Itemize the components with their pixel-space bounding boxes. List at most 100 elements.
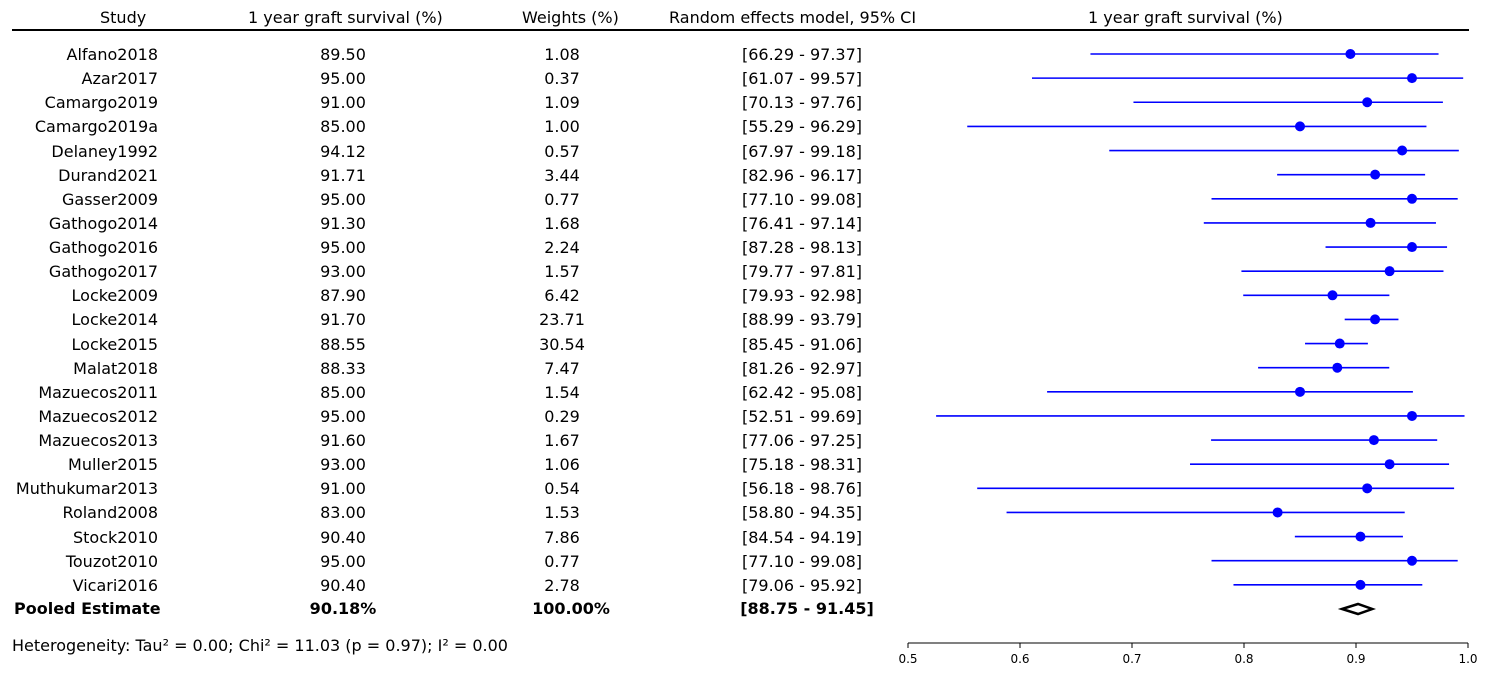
table-row: Gathogo2016 95.00 2.24 [87.28 - 98.13] — [0, 238, 900, 262]
study-survival: 89.50 — [320, 45, 366, 64]
study-ci: [77.10 - 99.08] — [741, 189, 863, 209]
study-ci: [85.45 - 91.06] — [741, 334, 863, 354]
study-ci: [79.77 - 97.81] — [741, 262, 863, 282]
study-weight: 0.37 — [544, 69, 580, 89]
study-survival: 91.30 — [320, 213, 366, 233]
study-name: Locke2014 — [71, 310, 158, 330]
study-name: Azar2017 — [81, 69, 158, 89]
study-weight: 1.53 — [544, 503, 580, 523]
study-weight: 7.47 — [544, 358, 580, 378]
point-estimate — [1407, 73, 1417, 84]
table-row: Locke2015 88.55 30.54 [85.45 - 91.06] — [0, 335, 900, 359]
study-survival: 93.00 — [320, 455, 366, 475]
study-weight: 1.54 — [544, 382, 580, 402]
table-row: Gathogo2014 91.30 1.68 [76.41 - 97.14] — [0, 214, 900, 238]
study-name: Gathogo2016 — [48, 238, 158, 258]
study-ci: [84.54 - 94.19] — [741, 527, 863, 547]
header-survival: 1 year graft survival (%) — [248, 8, 443, 27]
point-estimate — [1355, 531, 1366, 542]
study-name: Durand2021 — [58, 165, 158, 185]
x-tick-label: 0.7 — [1122, 652, 1141, 666]
study-ci: [79.93 - 92.98] — [741, 286, 863, 306]
study-weight: 23.71 — [539, 310, 585, 330]
study-survival: 94.12 — [320, 141, 366, 161]
study-survival: 95.00 — [320, 551, 366, 571]
study-weight: 0.57 — [544, 141, 580, 161]
study-ci: [87.28 - 98.13] — [741, 238, 863, 258]
study-name: Gathogo2014 — [48, 213, 158, 233]
study-weight: 3.44 — [544, 165, 580, 185]
study-ci: [88.99 - 93.79] — [741, 310, 863, 330]
study-ci: [62.42 - 95.08] — [741, 382, 863, 402]
point-estimate — [1407, 410, 1417, 421]
study-weight: 7.86 — [544, 527, 580, 547]
table-row: Locke2014 91.70 23.71 [88.99 - 93.79] — [0, 310, 900, 334]
point-estimate — [1332, 362, 1343, 373]
study-survival: 93.00 — [320, 262, 366, 282]
study-survival: 90.40 — [320, 527, 366, 547]
point-estimate — [1362, 483, 1373, 494]
study-survival: 83.00 — [320, 503, 366, 523]
pooled-label: Pooled Estimate — [14, 599, 161, 618]
study-ci: [56.18 - 98.76] — [741, 479, 863, 499]
study-ci: [66.29 - 97.37] — [741, 45, 863, 64]
table-row: Mazuecos2012 95.00 0.29 [52.51 - 99.69] — [0, 407, 900, 431]
point-estimate — [1407, 555, 1417, 566]
study-name: Muthukumar2013 — [15, 479, 158, 499]
study-name: Stock2010 — [73, 527, 158, 547]
study-name: Roland2008 — [62, 503, 158, 523]
point-estimate — [1327, 290, 1338, 301]
study-survival: 95.00 — [320, 238, 366, 258]
table-row: Touzot2010 95.00 0.77 [77.10 - 99.08] — [0, 552, 900, 576]
study-name: Alfano2018 — [66, 45, 158, 64]
table-row: Mazuecos2011 85.00 1.54 [62.42 - 95.08] — [0, 383, 900, 407]
point-estimate — [1384, 459, 1395, 470]
table-row: Gathogo2017 93.00 1.57 [79.77 - 97.81] — [0, 262, 900, 286]
study-weight: 0.77 — [544, 189, 580, 209]
study-weight: 1.68 — [544, 213, 580, 233]
heterogeneity-text: Heterogeneity: Tau² = 0.00; Chi² = 11.03… — [12, 636, 508, 655]
study-survival: 88.55 — [320, 334, 366, 354]
study-survival: 91.70 — [320, 310, 366, 330]
table-row: Vicari2016 90.40 2.78 [79.06 - 95.92] — [0, 576, 900, 600]
study-survival: 91.00 — [320, 93, 366, 113]
study-name: Malat2018 — [73, 358, 158, 378]
study-name: Mazuecos2013 — [38, 431, 158, 451]
point-estimate — [1362, 97, 1373, 108]
table-row: Roland2008 83.00 1.53 [58.80 - 94.35] — [0, 503, 900, 527]
study-survival: 95.00 — [320, 189, 366, 209]
point-estimate — [1295, 386, 1305, 397]
table-row: Muthukumar2013 91.00 0.54 [56.18 - 98.76] — [0, 479, 900, 503]
study-survival: 95.00 — [320, 406, 366, 426]
x-tick-label: 0.6 — [1010, 652, 1029, 666]
header-weights: Weights (%) — [522, 8, 619, 27]
pooled-diamond — [1337, 602, 1377, 616]
table-row: Stock2010 90.40 7.86 [84.54 - 94.19] — [0, 528, 900, 552]
study-ci: [77.06 - 97.25] — [741, 431, 863, 451]
point-estimate — [1334, 338, 1345, 349]
point-estimate — [1355, 579, 1366, 590]
table-row: Malat2018 88.33 7.47 [81.26 - 92.97] — [0, 359, 900, 383]
study-ci: [58.80 - 94.35] — [741, 503, 863, 523]
study-survival: 88.33 — [320, 358, 366, 378]
study-survival: 90.40 — [320, 575, 366, 595]
study-name: Camargo2019 — [44, 93, 158, 113]
point-estimate — [1368, 435, 1379, 446]
study-weight: 1.09 — [544, 93, 580, 113]
header-plot-title: 1 year graft survival (%) — [1088, 8, 1283, 27]
study-ci: [70.13 - 97.76] — [741, 93, 863, 113]
study-survival: 85.00 — [320, 382, 366, 402]
study-survival: 95.00 — [320, 69, 366, 89]
study-weight: 0.29 — [544, 406, 580, 426]
study-name: Muller2015 — [68, 455, 158, 475]
study-ci: [52.51 - 99.69] — [741, 406, 863, 426]
point-estimate — [1407, 193, 1417, 204]
pooled-weight: 100.00% — [532, 599, 610, 618]
study-ci: [79.06 - 95.92] — [741, 575, 863, 595]
x-tick-label: 0.8 — [1234, 652, 1253, 666]
table-row: Alfano2018 89.50 1.08 [66.29 - 97.37] — [0, 45, 900, 69]
table-row: Mazuecos2013 91.60 1.67 [77.06 - 97.25] — [0, 431, 900, 455]
study-name: Mazuecos2011 — [38, 382, 158, 402]
study-name: Locke2015 — [71, 334, 158, 354]
header-rule — [12, 29, 1469, 31]
